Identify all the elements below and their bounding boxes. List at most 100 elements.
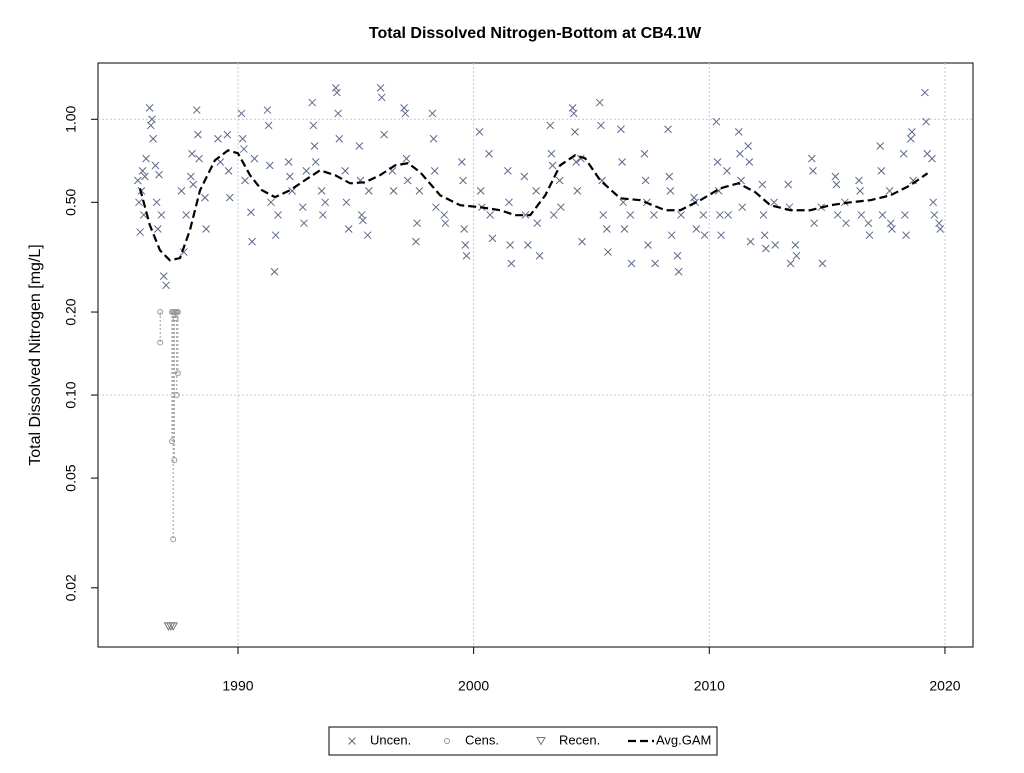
- x-marker: [699, 211, 708, 219]
- x-marker: [535, 251, 544, 260]
- x-marker: [738, 203, 747, 212]
- x-marker: [746, 237, 755, 246]
- x-tick-label: 1990: [222, 678, 253, 694]
- x-marker: [857, 211, 866, 219]
- circle-marker: [170, 536, 177, 543]
- x-marker: [458, 158, 466, 166]
- x-marker: [309, 121, 318, 130]
- x-marker: [667, 231, 676, 240]
- x-marker: [298, 203, 307, 212]
- x-marker: [771, 241, 780, 249]
- x-marker: [486, 211, 494, 219]
- x-marker: [363, 231, 372, 240]
- y-tick-label: 1.00: [63, 105, 79, 132]
- x-marker: [759, 211, 768, 219]
- plot-frame: [97, 62, 974, 648]
- x-tick-label: 2010: [694, 678, 725, 694]
- x-marker: [264, 121, 273, 130]
- x-marker: [413, 219, 421, 228]
- x-marker: [241, 176, 249, 185]
- x-marker: [359, 216, 367, 225]
- x-marker: [149, 134, 157, 143]
- x-marker: [344, 225, 353, 233]
- x-marker: [267, 198, 275, 207]
- x-marker: [573, 187, 582, 195]
- x-marker: [376, 84, 385, 92]
- x-marker: [389, 187, 398, 195]
- x-marker: [856, 187, 864, 195]
- x-marker: [644, 241, 652, 249]
- x-marker: [475, 128, 484, 136]
- x-marker: [265, 161, 274, 170]
- x-marker: [809, 167, 817, 175]
- x-marker: [627, 259, 636, 268]
- x-marker: [331, 84, 340, 92]
- x-marker: [141, 172, 149, 181]
- x-marker: [888, 225, 896, 233]
- x-marker: [145, 104, 154, 112]
- x-marker: [151, 161, 160, 170]
- x-marker: [155, 170, 163, 179]
- x-marker: [195, 154, 203, 163]
- x-marker: [138, 167, 147, 175]
- x-marker: [930, 211, 939, 219]
- x-marker: [247, 208, 255, 217]
- y-tick-label: 0.02: [63, 574, 79, 601]
- x-marker: [577, 154, 585, 163]
- x-marker: [665, 172, 674, 181]
- x-marker: [133, 176, 142, 185]
- x-marker: [162, 281, 170, 290]
- x-marker: [666, 187, 675, 195]
- x-marker: [201, 193, 209, 202]
- x-marker: [194, 130, 202, 139]
- x-marker: [712, 117, 721, 126]
- x-marker: [505, 198, 513, 207]
- x-marker: [810, 219, 819, 228]
- x-marker: [690, 193, 698, 202]
- x-marker: [620, 225, 629, 233]
- x-marker: [250, 154, 259, 163]
- x-marker: [556, 203, 565, 212]
- x-marker: [758, 180, 767, 189]
- x-marker: [572, 158, 581, 166]
- x-marker: [377, 93, 386, 102]
- x-marker: [578, 237, 586, 246]
- x-marker: [302, 167, 311, 175]
- x-marker: [626, 211, 635, 219]
- x-marker: [182, 211, 190, 219]
- x-marker: [571, 128, 579, 136]
- x-marker: [506, 241, 515, 249]
- x-marker: [604, 248, 612, 256]
- x-marker: [677, 211, 685, 219]
- x-marker: [762, 244, 770, 253]
- x-marker: [599, 211, 608, 219]
- x-marker: [146, 121, 155, 130]
- y-tick-label: 0.20: [63, 298, 79, 325]
- gam-line: [138, 149, 929, 262]
- x-marker: [717, 231, 725, 240]
- x-marker: [412, 237, 420, 246]
- x-marker: [673, 251, 682, 260]
- x-marker: [936, 225, 945, 233]
- y-tick-label: 0.10: [63, 381, 79, 408]
- x-marker: [192, 106, 201, 114]
- x-marker: [274, 211, 282, 219]
- x-marker: [745, 158, 754, 166]
- x-marker: [333, 88, 341, 97]
- x-marker: [877, 167, 886, 175]
- x-marker: [906, 134, 915, 143]
- x-marker: [922, 117, 930, 126]
- x-marker: [335, 134, 344, 143]
- x-marker: [878, 211, 887, 219]
- x-marker: [432, 203, 440, 212]
- x-marker: [311, 158, 320, 166]
- triangle-marker: [168, 622, 179, 631]
- x-marker: [460, 225, 469, 233]
- x-marker: [597, 121, 605, 130]
- x-marker: [664, 125, 672, 134]
- circle-marker: [171, 457, 178, 464]
- circle-marker: [172, 315, 179, 322]
- x-marker: [507, 259, 516, 268]
- x-marker: [723, 167, 731, 175]
- x-marker: [713, 158, 722, 166]
